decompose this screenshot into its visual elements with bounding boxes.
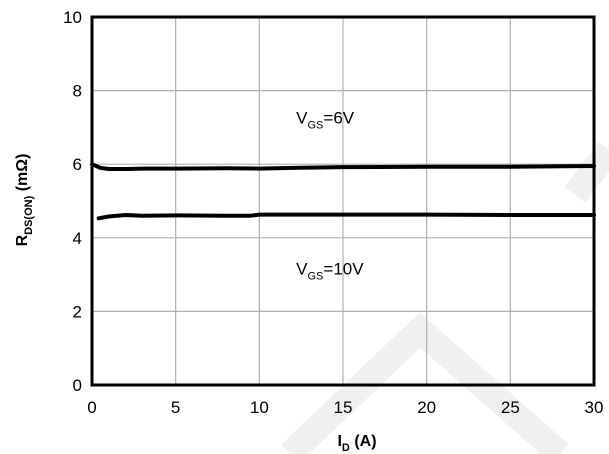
y-tick-label: 0	[73, 376, 82, 395]
y-tick-label: 6	[73, 155, 82, 174]
x-tick-label: 15	[334, 398, 353, 417]
series-layer	[90, 162, 596, 221]
plot-frame	[90, 15, 596, 387]
watermark	[281, 142, 609, 454]
x-axis-label: ID (A)	[337, 433, 376, 454]
x-tick-label: 20	[417, 398, 436, 417]
y-tick-labels: 0 2 4 6 8 10	[63, 8, 82, 395]
y-tick-label: 8	[73, 82, 82, 101]
x-tick-label: 5	[171, 398, 180, 417]
y-tick-label: 4	[73, 229, 82, 248]
y-tick-label: 2	[73, 302, 82, 321]
x-tick-label: 0	[87, 398, 96, 417]
y-axis-label: RDS(ON) (mΩ)	[14, 154, 35, 247]
x-tick-label: 30	[585, 398, 604, 417]
x-tick-labels: 0 5 10 15 20 25 30	[87, 398, 603, 417]
series-line-0	[90, 162, 596, 171]
x-tick-label: 25	[501, 398, 520, 417]
annotation-vgs-6v: VGS=6V	[296, 109, 355, 132]
annotation-vgs-10v: VGS=10V	[296, 260, 364, 283]
series-line-1	[96, 212, 596, 221]
y-tick-label: 10	[63, 8, 82, 27]
x-tick-label: 10	[250, 398, 269, 417]
grid	[91, 16, 595, 386]
